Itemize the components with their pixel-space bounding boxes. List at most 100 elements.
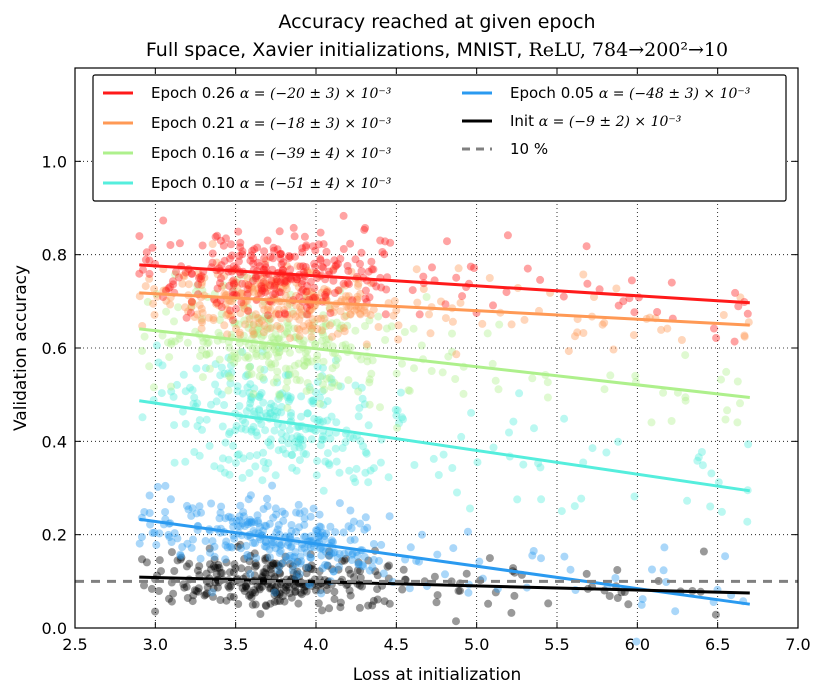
scatter-point: [242, 579, 251, 588]
scatter-point: [230, 349, 239, 358]
scatter-point: [595, 285, 604, 294]
scatter-point: [335, 562, 343, 571]
scatter-point: [269, 243, 278, 252]
scatter-point: [683, 496, 692, 505]
scatter-point: [470, 264, 479, 272]
scatter-point: [301, 349, 310, 358]
scatter-point: [146, 520, 155, 529]
scatter-point: [178, 543, 187, 551]
scatter-point: [318, 328, 327, 337]
scatter-point: [300, 543, 309, 552]
scatter-point: [258, 286, 267, 295]
scatter-point: [354, 412, 363, 421]
scatter-point: [270, 597, 279, 606]
scatter-point: [353, 292, 362, 301]
scatter-point: [249, 288, 258, 297]
scatter-point: [256, 523, 264, 531]
scatter-point: [297, 557, 306, 566]
scatter-point: [270, 283, 279, 292]
scatter-point: [145, 269, 154, 278]
scatter-point: [175, 334, 184, 343]
scatter-point: [283, 403, 292, 412]
scatter-point: [282, 553, 291, 562]
scatter-point: [271, 544, 280, 553]
scatter-point: [317, 336, 326, 345]
scatter-point: [316, 254, 325, 263]
scatter-point: [187, 298, 196, 307]
scatter-point: [278, 284, 287, 293]
scatter-point: [293, 324, 302, 333]
scatter-point: [647, 418, 656, 427]
scatter-point: [249, 422, 258, 431]
scatter-point: [365, 375, 374, 384]
scatter-point: [260, 254, 269, 263]
scatter-point: [448, 464, 457, 472]
scatter-point: [380, 250, 389, 259]
scatter-point: [253, 581, 262, 590]
scatter-point: [454, 586, 463, 595]
scatter-point: [290, 333, 299, 342]
scatter-point: [630, 492, 639, 501]
scatter-point: [271, 310, 280, 319]
scatter-point: [233, 542, 242, 551]
scatter-point: [210, 542, 219, 551]
scatter-point: [141, 255, 150, 264]
scatter-point: [264, 459, 273, 467]
scatter-point: [694, 453, 703, 462]
scatter-point: [286, 265, 295, 274]
scatter-point: [313, 293, 322, 302]
scatter-point: [274, 305, 283, 314]
scatter-point: [277, 314, 286, 323]
scatter-point: [280, 278, 289, 287]
scatter-point: [582, 569, 591, 578]
scatter-point: [167, 538, 176, 546]
scatter-point: [278, 507, 287, 516]
scatter-point: [448, 347, 457, 356]
scatter-point: [197, 324, 206, 333]
scatter-point: [233, 451, 242, 460]
scatter-point: [226, 592, 235, 601]
scatter-point: [269, 290, 278, 299]
scatter-point: [313, 526, 322, 535]
scatter-point: [360, 552, 369, 561]
scatter-point: [322, 288, 331, 297]
scatter-point: [310, 414, 319, 423]
scatter-point: [237, 424, 246, 433]
scatter-point: [271, 290, 280, 299]
scatter-point: [251, 562, 260, 571]
scatter-point: [332, 261, 341, 270]
scatter-point: [293, 432, 302, 441]
scatter-point: [261, 288, 270, 297]
scatter-point: [179, 580, 188, 589]
scatter-point: [291, 333, 300, 341]
scatter-point: [225, 343, 234, 352]
scatter-point: [200, 273, 209, 282]
scatter-point: [227, 368, 236, 377]
scatter-point: [330, 256, 339, 265]
scatter-point: [355, 603, 364, 612]
scatter-point: [327, 319, 336, 328]
scatter-point: [150, 285, 159, 293]
scatter-point: [204, 338, 213, 347]
scatter-point: [225, 372, 234, 381]
scatter-point: [167, 337, 176, 346]
scatter-point: [467, 408, 476, 417]
scatter-point: [148, 528, 157, 537]
scatter-point: [241, 320, 250, 329]
scatter-point: [258, 476, 267, 485]
scatter-point: [248, 246, 257, 255]
scatter-point: [300, 361, 309, 370]
scatter-point: [253, 243, 262, 252]
scatter-point: [257, 420, 266, 428]
scatter-point: [723, 406, 732, 415]
scatter-point: [187, 297, 196, 306]
scatter-point: [230, 279, 238, 288]
scatter-point: [667, 278, 676, 287]
scatter-point: [309, 242, 317, 251]
chart-subtitle: Full space, Xavier initializations, MNIS…: [146, 39, 728, 61]
scatter-point: [434, 471, 443, 479]
scatter-point: [167, 548, 176, 557]
scatter-point: [299, 435, 307, 444]
scatter-point: [325, 304, 334, 313]
scatter-point: [281, 583, 290, 592]
